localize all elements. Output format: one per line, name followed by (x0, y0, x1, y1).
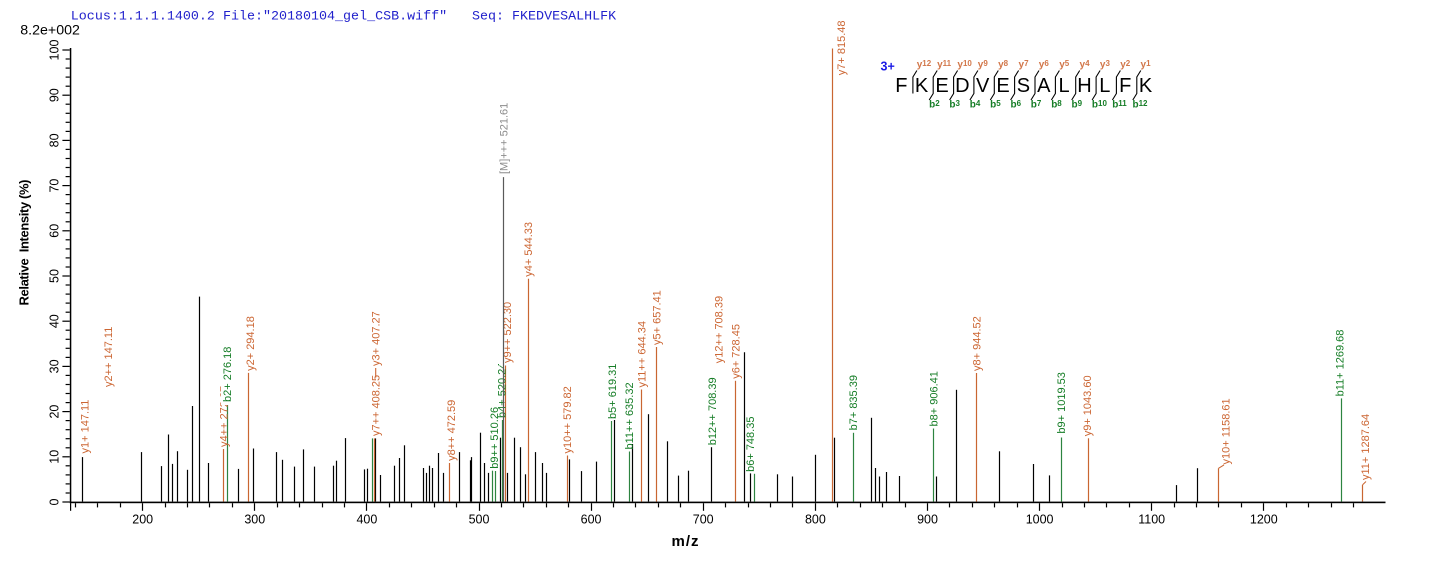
svg-text:b8+ 906.41: b8+ 906.41 (929, 371, 941, 426)
svg-text:b4: b4 (970, 99, 981, 111)
svg-text:50: 50 (48, 269, 62, 283)
svg-text:F: F (1119, 75, 1131, 97)
svg-text:b6+ 748.35: b6+ 748.35 (745, 417, 757, 472)
svg-text:b5: b5 (990, 99, 1001, 111)
svg-text:b8: b8 (1051, 99, 1062, 111)
svg-text:b12: b12 (1133, 99, 1149, 111)
svg-text:D: D (955, 75, 969, 97)
svg-text:90: 90 (48, 88, 62, 102)
svg-text:y9+ 1043.60: y9+ 1043.60 (1082, 375, 1094, 436)
svg-text:3+: 3+ (881, 60, 895, 74)
svg-text:b9++ 510.26: b9++ 510.26 (489, 407, 501, 469)
svg-text:b4+ 520.24: b4+ 520.24 (497, 363, 509, 418)
svg-text:b11+ 1269.68: b11+ 1269.68 (1335, 330, 1347, 397)
svg-text:b6: b6 (1011, 99, 1022, 111)
svg-text:1200: 1200 (1250, 513, 1278, 527)
svg-text:y7++ 408.25: y7++ 408.25 (371, 375, 383, 436)
svg-text:b7+ 835.39: b7+ 835.39 (848, 375, 860, 430)
svg-text:b11: b11 (1112, 99, 1127, 111)
svg-text:0: 0 (48, 498, 62, 505)
svg-text:b3: b3 (949, 99, 960, 111)
svg-text:y5+ 657.41: y5+ 657.41 (652, 290, 664, 345)
svg-text:L: L (1059, 75, 1070, 97)
svg-text:30: 30 (48, 359, 62, 373)
svg-text:y7+ 815.48: y7+ 815.48 (836, 20, 848, 75)
svg-text:y3+ 407.27: y3+ 407.27 (371, 311, 383, 366)
svg-text:1100: 1100 (1138, 513, 1165, 527)
svg-text:b2: b2 (929, 99, 940, 111)
svg-text:80: 80 (48, 133, 62, 147)
svg-text:400: 400 (356, 513, 377, 527)
svg-text:y7: y7 (1019, 59, 1030, 71)
svg-text:10: 10 (48, 450, 62, 464)
svg-text:b2+ 276.18: b2+ 276.18 (222, 347, 234, 402)
svg-text:y12++ 708.39: y12++ 708.39 (714, 296, 726, 363)
svg-text:y10+ 1158.61: y10+ 1158.61 (1221, 398, 1233, 464)
svg-text:y11++ 644.34: y11++ 644.34 (637, 321, 649, 387)
svg-text:y8: y8 (998, 59, 1009, 71)
svg-text:E: E (996, 75, 1009, 97)
svg-text:V: V (976, 75, 990, 97)
svg-text:A: A (1037, 75, 1051, 97)
svg-text:b9: b9 (1072, 99, 1083, 111)
svg-text:y3: y3 (1100, 59, 1111, 71)
svg-text:Relative Intensity (%): Relative Intensity (%) (17, 180, 32, 306)
svg-text:500: 500 (469, 513, 490, 527)
svg-text:800: 800 (805, 513, 826, 527)
svg-text:20: 20 (48, 405, 62, 419)
svg-text:900: 900 (917, 513, 938, 527)
svg-text:b10: b10 (1092, 99, 1108, 111)
svg-text:L: L (1099, 75, 1110, 97)
svg-text:m/z: m/z (672, 533, 699, 550)
svg-text:8.2e+002: 8.2e+002 (20, 23, 80, 39)
svg-text:y9: y9 (978, 59, 989, 71)
svg-text:y2++ 147.11: y2++ 147.11 (103, 327, 115, 387)
svg-text:700: 700 (693, 513, 714, 527)
svg-text:y2+ 294.18: y2+ 294.18 (245, 316, 257, 371)
svg-text:b7: b7 (1031, 99, 1042, 111)
svg-text:y5: y5 (1059, 59, 1070, 71)
svg-text:y8++ 472.59: y8++ 472.59 (446, 400, 458, 461)
svg-text:F: F (895, 75, 907, 97)
svg-text:b5+ 619.31: b5+ 619.31 (607, 364, 619, 419)
svg-text:b11++ 635.32: b11++ 635.32 (624, 382, 636, 449)
svg-text:y11+ 1287.64: y11+ 1287.64 (1360, 414, 1372, 480)
svg-text:y1+ 147.11: y1+ 147.11 (79, 400, 91, 454)
svg-text:y10++ 579.82: y10++ 579.82 (562, 386, 574, 453)
svg-text:60: 60 (48, 224, 62, 238)
svg-text:y11: y11 (937, 59, 952, 71)
svg-text:[M]+++ 521.61: [M]+++ 521.61 (499, 103, 511, 174)
svg-text:Locus:1.1.1.1400.2 File:"20180: Locus:1.1.1.1400.2 File:"20180104_gel_CS… (71, 10, 447, 25)
svg-text:y12: y12 (917, 59, 932, 71)
svg-text:Seq: FKEDVESALHLFK: Seq: FKEDVESALHLFK (472, 10, 616, 25)
svg-text:600: 600 (581, 513, 602, 527)
svg-text:300: 300 (244, 513, 265, 527)
svg-text:y6+ 728.45: y6+ 728.45 (731, 324, 743, 379)
svg-text:y4: y4 (1080, 59, 1091, 71)
svg-text:70: 70 (48, 179, 62, 193)
svg-text:40: 40 (48, 314, 62, 328)
svg-text:K: K (915, 75, 929, 97)
svg-text:1000: 1000 (1026, 513, 1054, 527)
svg-text:y10: y10 (957, 59, 972, 71)
svg-text:E: E (935, 75, 948, 97)
svg-text:y1: y1 (1141, 59, 1152, 71)
svg-text:b12++ 708.39: b12++ 708.39 (707, 377, 719, 445)
svg-text:100: 100 (48, 40, 62, 61)
svg-text:S: S (1017, 75, 1030, 97)
svg-text:y6: y6 (1039, 59, 1050, 71)
svg-text:200: 200 (132, 513, 153, 527)
svg-text:H: H (1077, 75, 1091, 97)
svg-text:y4+ 544.33: y4+ 544.33 (523, 222, 535, 277)
svg-text:y2: y2 (1120, 59, 1131, 71)
svg-text:y9++ 522.30: y9++ 522.30 (502, 302, 514, 363)
svg-text:K: K (1139, 75, 1153, 97)
svg-text:b9+ 1019.53: b9+ 1019.53 (1056, 372, 1068, 433)
svg-text:y8+ 944.52: y8+ 944.52 (972, 316, 984, 371)
